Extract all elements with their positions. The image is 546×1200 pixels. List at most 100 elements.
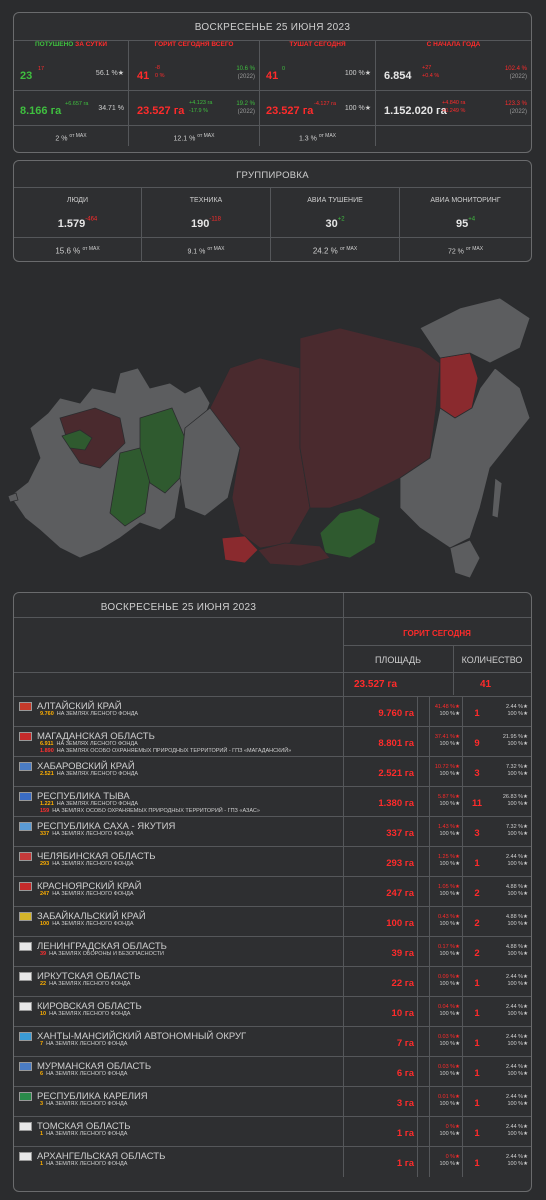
russia-map[interactable]: [0, 268, 546, 586]
region-flag-icon: [19, 822, 32, 831]
extinguished-foot: 2 % от MAX: [14, 126, 129, 146]
region-qty: 1: [474, 978, 480, 989]
map-region-siberia-burning: [209, 357, 311, 549]
region-area-share: 0 %★: [445, 1124, 460, 1130]
group-air-monitoring-foot: 72 % от MAX: [447, 246, 484, 256]
region-qty: 1: [474, 1038, 480, 1049]
region-area-share: 41.48 %★: [434, 704, 460, 710]
year-count-cell: 6.854 +27 +0.4 % 102.4 % (2022): [384, 65, 527, 82]
table-row[interactable]: ИРКУТСКАЯ ОБЛАСТЬ 22 НА ЗЕМЛЯХ ЛЕСНОГО ФОН…: [14, 966, 531, 997]
region-area-fight-share: 100 %★: [439, 831, 460, 837]
col-header-since-year: С НАЧАЛА ГОДА: [426, 41, 481, 48]
region-area-share: 0.03 %★: [437, 1064, 460, 1070]
region-qty-share: 2.44 %★: [505, 1004, 528, 1010]
burning-area-cell: 23.527 га +4.123 га -17.9 % 19.2 % (2022…: [129, 91, 260, 125]
table-row[interactable]: РЕСПУБЛИКА КАРЕЛИЯ 3 НА ЗЕМЛЯХ ЛЕСНОГО ФОН…: [14, 1086, 531, 1117]
region-name: ЛЕНИНГРАДСКАЯ ОБЛАСТЬ: [37, 941, 167, 952]
region-qty: 2: [474, 918, 480, 929]
region-area: 3 га: [396, 1098, 414, 1109]
region-qty: 2: [474, 948, 480, 959]
region-area-fight-share: 100 %★: [439, 981, 460, 987]
table-row[interactable]: МУРМАНСКАЯ ОБЛАСТЬ 6 НА ЗЕМЛЯХ ЛЕСНОГО ФОН…: [14, 1056, 531, 1087]
fighting-count-cell: 41 0 100 %★: [260, 56, 376, 90]
row-land-note: 1 НА ЗЕМЛЯХ ЛЕСНОГО ФОНДА: [40, 1131, 128, 1137]
region-qty-fight-share: 100 %★: [507, 711, 528, 717]
table-row[interactable]: ТОМСКАЯ ОБЛАСТЬ 1 НА ЗЕМЛЯХ ЛЕСНОГО ФОНДА 1…: [14, 1116, 531, 1147]
region-flag-icon: [19, 912, 32, 921]
table-row[interactable]: АЛТАЙСКИЙ КРАЙ 9.760 НА ЗЕМЛЯХ ЛЕСНОГО ФОН…: [14, 696, 531, 727]
region-qty-fight-share: 100 %★: [507, 1101, 528, 1107]
group-people: ЛЮДИ 1.579-464: [14, 188, 142, 237]
region-qty-share: 26.83 %★: [502, 794, 528, 800]
region-flag-icon: [19, 732, 32, 741]
row-land-note: 7 НА ЗЕМЛЯХ ЛЕСНОГО ФОНДА: [40, 1041, 128, 1047]
region-qty-share: 2.44 %★: [505, 854, 528, 860]
region-qty: 1: [474, 1158, 480, 1169]
row-land-note: 1.890 НА ЗЕМЛЯХ ОСОБО ОХРАНЯЕМЫХ ПРИРОДНЫ…: [40, 748, 292, 754]
table-row[interactable]: КРАСНОЯРСКИЙ КРАЙ 247 НА ЗЕМЛЯХ ЛЕСНОГО ФО…: [14, 876, 531, 907]
table-row[interactable]: АРХАНГЕЛЬСКАЯ ОБЛАСТЬ 1 НА ЗЕМЛЯХ ЛЕСНОГО …: [14, 1146, 531, 1177]
col-qty-header: КОЛИЧЕСТВО: [461, 655, 523, 665]
region-qty: 3: [474, 828, 480, 839]
region-area: 8.801 га: [378, 738, 414, 749]
region-qty-fight-share: 100 %★: [507, 1071, 528, 1077]
table-row[interactable]: ЛЕНИНГРАДСКАЯ ОБЛАСТЬ 39 НА ЗЕМЛЯХ ОБОРОНЫ…: [14, 936, 531, 967]
region-qty: 1: [474, 1068, 480, 1079]
table-row[interactable]: ХАНТЫ-МАНСИЙСКИЙ АВТОНОМНЫЙ ОКРУГ 7 НА ЗЕМ…: [14, 1026, 531, 1057]
total-qty: 41: [480, 679, 492, 690]
year-foot: [376, 126, 531, 146]
region-name: РЕСПУБЛИКА САХА - ЯКУТИЯ: [37, 821, 176, 832]
map-region-south-burning: [257, 542, 331, 567]
region-area: 1 га: [396, 1158, 414, 1169]
region-qty-share: 2.44 %★: [505, 1034, 528, 1040]
summary-date: ВОСКРЕСЕНЬЕ 25 ИЮНЯ 2023: [194, 22, 351, 33]
map-region-primorye: [449, 539, 481, 579]
map-region-sakhalin: [491, 477, 503, 519]
region-qty-share: 4.88 %★: [505, 884, 528, 890]
region-area-fight-share: 100 %★: [439, 1161, 460, 1167]
table-row[interactable]: РЕСПУБЛИКА ТЫВА 1.221 НА ЗЕМЛЯХ ЛЕСНОГО ФО…: [14, 786, 531, 817]
region-qty: 9: [474, 738, 480, 749]
region-area-fight-share: 100 %★: [439, 801, 460, 807]
col-header-burning: ГОРИТ СЕГОДНЯ ВСЕГО: [129, 41, 260, 57]
table-group-header: ГОРИТ СЕГОДНЯ: [403, 629, 471, 638]
region-area-fight-share: 100 %★: [439, 951, 460, 957]
region-name: ХАБАРОВСКИЙ КРАЙ: [37, 761, 135, 772]
region-area: 337 га: [386, 828, 414, 839]
row-land-note: 337 НА ЗЕМЛЯХ ЛЕСНОГО ФОНДА: [40, 831, 134, 837]
row-land-note: 10 НА ЗЕМЛЯХ ЛЕСНОГО ФОНДА: [40, 1011, 131, 1017]
region-qty-fight-share: 100 %★: [507, 801, 528, 807]
region-name: МАГАДАНСКАЯ ОБЛАСТЬ: [37, 731, 155, 742]
region-qty-fight-share: 100 %★: [507, 831, 528, 837]
map-region-zabaikalye-green: [319, 507, 381, 559]
region-name: АРХАНГЕЛЬСКАЯ ОБЛАСТЬ: [37, 1151, 166, 1162]
table-row[interactable]: РЕСПУБЛИКА САХА - ЯКУТИЯ 337 НА ЗЕМЛЯХ ЛЕС…: [14, 816, 531, 847]
row-land-note: 9.760 НА ЗЕМЛЯХ ЛЕСНОГО ФОНДА: [40, 711, 139, 717]
region-area-fight-share: 100 %★: [439, 711, 460, 717]
table-row[interactable]: ЗАБАЙКАЛЬСКИЙ КРАЙ 100 НА ЗЕМЛЯХ ЛЕСНОГО Ф…: [14, 906, 531, 937]
region-qty-share: 2.44 %★: [505, 974, 528, 980]
region-area-share: 10.72 %★: [434, 764, 460, 770]
map-region-tyva-hot: [221, 535, 259, 564]
total-area: 23.527 га: [354, 679, 398, 690]
region-qty: 1: [474, 708, 480, 719]
table-row[interactable]: КИРОВСКАЯ ОБЛАСТЬ 10 НА ЗЕМЛЯХ ЛЕСНОГО ФОН…: [14, 996, 531, 1027]
map-region-karelia: [61, 429, 93, 451]
region-qty-share: 2.44 %★: [505, 1154, 528, 1160]
region-area-fight-share: 100 %★: [439, 1041, 460, 1047]
table-row[interactable]: ЧЕЛЯБИНСКАЯ ОБЛАСТЬ 293 НА ЗЕМЛЯХ ЛЕСНОГО …: [14, 846, 531, 877]
row-land-note: 39 НА ЗЕМЛЯХ ОБОРОНЫ И БЕЗОПАСНОСТИ: [40, 951, 164, 957]
region-flag-icon: [19, 1092, 32, 1101]
group-air-firefighting-foot: 24.2 % от MAX: [271, 238, 400, 262]
row-land-note: 247 НА ЗЕМЛЯХ ЛЕСНОГО ФОНДА: [40, 891, 134, 897]
table-row[interactable]: МАГАДАНСКАЯ ОБЛАСТЬ 6.911 НА ЗЕМЛЯХ ЛЕСНОГ…: [14, 726, 531, 757]
group-air-monitoring: АВИА МОНИТОРИНГ 95+4: [430, 197, 501, 230]
region-qty-share: 7.32 %★: [505, 824, 528, 830]
region-qty-fight-share: 100 %★: [507, 1011, 528, 1017]
table-row[interactable]: ХАБАРОВСКИЙ КРАЙ 2.521 НА ЗЕМЛЯХ ЛЕСНОГО Ф…: [14, 756, 531, 787]
region-area: 1.380 га: [378, 798, 414, 809]
region-qty-share: 2.44 %★: [505, 1064, 528, 1070]
region-qty: 3: [474, 768, 480, 779]
row-land-note: 1 НА ЗЕМЛЯХ ЛЕСНОГО ФОНДА: [40, 1161, 128, 1167]
fighting-area-cell: 23.527 га -4.127 га 100 %★: [260, 91, 376, 125]
